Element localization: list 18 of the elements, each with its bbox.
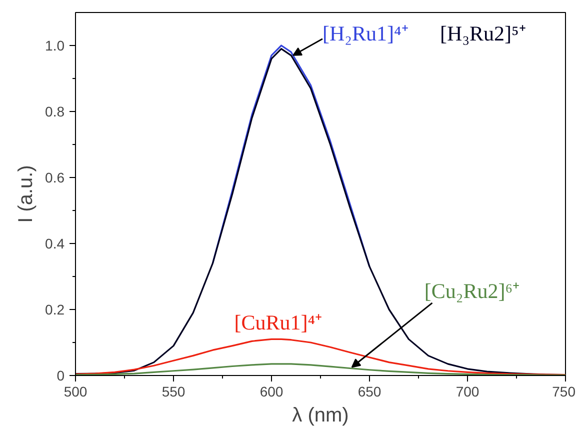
y-tick-label: 0.4 [45, 236, 65, 252]
y-tick-label: 0.6 [45, 170, 65, 186]
x-tick-label: 650 [358, 384, 382, 400]
x-axis-title: λ (nm) [292, 404, 349, 426]
y-tick-label: 0.8 [45, 104, 65, 120]
series-label: [CuRu1]⁴⁺ [234, 310, 322, 334]
x-tick-label: 500 [64, 384, 88, 400]
x-tick-label: 600 [260, 384, 284, 400]
x-tick-label: 550 [162, 384, 186, 400]
y-tick-label: 0 [56, 368, 65, 384]
x-tick-label: 750 [552, 384, 576, 400]
y-tick-label: 1.0 [45, 38, 65, 54]
y-tick-label: 0.2 [45, 302, 65, 318]
text: [H₃Ru2]⁵⁺ [440, 22, 526, 46]
text: [Cu₂Ru2]⁶⁺ [424, 278, 520, 303]
series-label: [H₂Ru1]⁴⁺ [322, 22, 408, 46]
y-axis-title: I (a.u.) [15, 165, 38, 223]
x-tick-label: 700 [456, 384, 480, 400]
